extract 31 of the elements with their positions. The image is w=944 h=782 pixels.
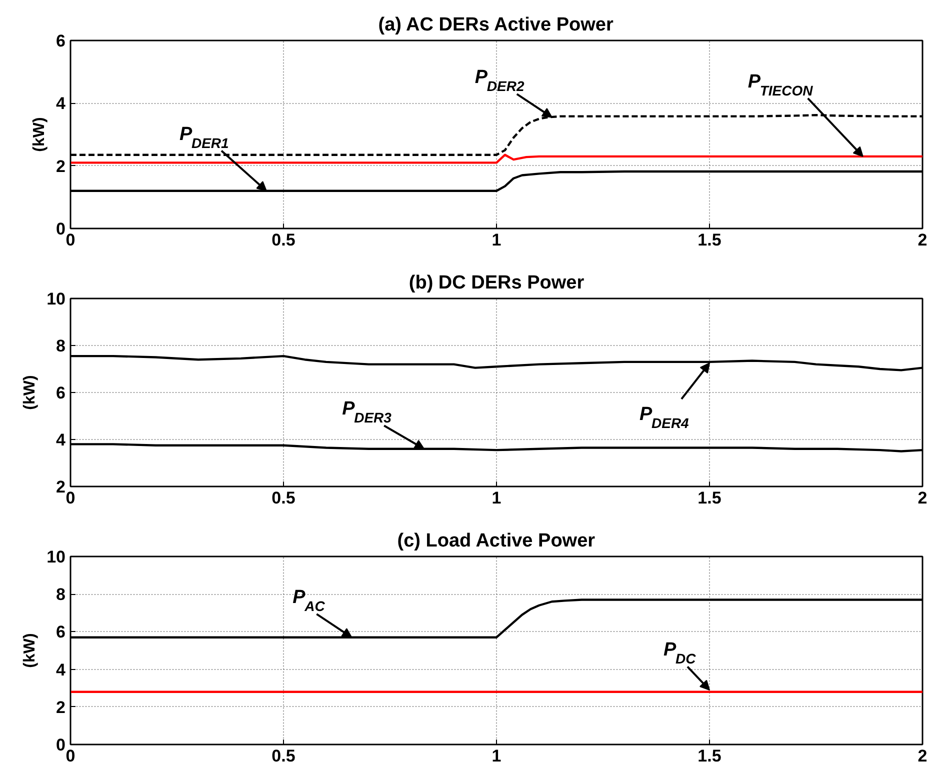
x-tick-label: 1.5 <box>698 488 722 508</box>
y-axis-title: (kW) <box>22 633 39 668</box>
x-tick-label: 0.5 <box>272 230 296 250</box>
y-tick-label: 10 <box>46 290 66 308</box>
y-tick-label: 8 <box>56 585 66 604</box>
y-tick-label: 4 <box>56 94 66 114</box>
y-tick-label: 4 <box>56 430 66 450</box>
x-tick-label: 1.5 <box>698 746 722 766</box>
y-axis-title: (kW) <box>22 375 39 410</box>
x-tick-label: 0.5 <box>272 746 296 766</box>
x-tick-label: 1.5 <box>698 230 722 250</box>
x-tick-label: 1 <box>492 230 502 250</box>
y-tick-label: 2 <box>56 156 66 176</box>
x-tick-label: 0.5 <box>272 488 296 508</box>
x-tick-label: 2 <box>918 230 928 250</box>
x-tick-label: 1 <box>492 488 502 508</box>
y-tick-label: 10 <box>46 548 66 566</box>
y-tick-label: 6 <box>56 384 66 402</box>
chart-title: (a) AC DERs Active Power <box>378 14 614 36</box>
y-tick-label: 8 <box>56 336 66 356</box>
chart-title: (c) Load Active Power <box>397 530 596 552</box>
y-tick-label: 6 <box>56 622 66 642</box>
y-tick-label: 4 <box>56 660 66 680</box>
x-tick-label: 2 <box>918 746 928 766</box>
y-tick-label: 6 <box>56 32 66 50</box>
x-tick-label: 2 <box>918 488 928 508</box>
chart-title: (b) DC DERs Power <box>408 272 585 294</box>
y-tick-label: 2 <box>56 698 66 717</box>
line-series <box>70 154 922 164</box>
x-tick-label: 1 <box>492 746 502 766</box>
y-axis-title: (kW) <box>31 117 48 152</box>
